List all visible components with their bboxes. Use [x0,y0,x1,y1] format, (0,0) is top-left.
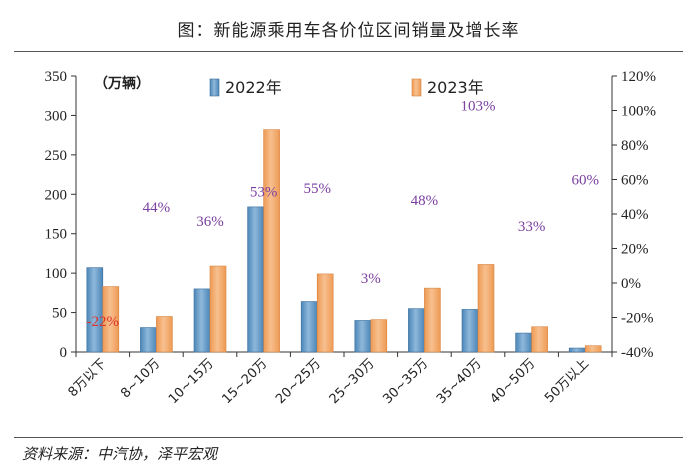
growth-rate-label: 48% [411,193,439,209]
y-right-tick-label: -40% [621,345,654,361]
x-tick-label: 15~20万 [220,356,271,407]
legend-label: 2022年 [225,78,282,97]
x-tick-label: 30~35万 [380,356,431,407]
y-right-tick-label: 20% [621,242,649,258]
bar-2023年 [156,316,173,353]
y-left-tick-label: 100 [45,266,68,282]
y-left-tick-label: 50 [52,306,67,322]
bar-2022年 [140,327,157,353]
y-left-tick-label: 200 [45,187,68,203]
y-right-tick-label: 80% [621,138,649,154]
y-right-tick-label: 40% [621,207,649,223]
y-left-tick-label: 300 [45,108,68,124]
growth-rate-label: 33% [518,219,546,235]
bar-2023年 [584,345,602,353]
x-tick-label: 20~25万 [273,356,324,407]
x-tick-label: 8~10万 [118,356,163,401]
growth-rate-label: 44% [143,200,171,216]
growth-rate-label: 60% [571,173,599,189]
y-right-tick-label: 100% [621,104,656,120]
growth-rate-label: 55% [303,181,331,197]
bar-2022年 [300,301,318,353]
growth-rate-label: 3% [361,271,381,287]
bar-2022年 [568,347,586,353]
x-tick-label: 35~40万 [434,356,485,407]
bar-2023年 [477,264,495,353]
bar-2022年 [515,332,532,353]
y-left-tick-label: 250 [45,148,68,164]
y-right-tick-label: 60% [621,173,649,189]
y-right-tick-label: -20% [621,311,654,327]
legend-group: 2022年 2023年 [209,78,484,97]
x-tick-label: 50万以上 [542,356,592,406]
bars-group [86,129,602,353]
labels-group: -22% 44% 36% 53% 55% 3% 48% 103% 33% 60% [87,98,599,330]
x-tick-label: 40~50万 [488,356,539,407]
footer-divider [14,437,683,438]
bar-2023年 [209,265,227,353]
bar-2023年 [263,129,280,353]
bar-2023年 [370,319,388,353]
source-note: 资料来源：中汽协，泽平宏观 [22,445,218,463]
growth-rate-label: 103% [461,98,496,114]
bar-2023年 [102,286,120,353]
y-left-tick-label: 350 [45,69,68,85]
x-tick-label: 25~30万 [327,356,378,407]
x-tick-label: 10~15万 [166,356,217,407]
chart-title: 图：新能源乘用车各价位区间销量及增长率 [177,21,520,41]
bar-2022年 [247,206,264,353]
y-right-tick-label: 120% [621,69,656,85]
growth-rate-label: 53% [250,185,278,201]
bar-2023年 [316,273,334,353]
y-right-tick-label: 0% [621,276,641,292]
bar-2022年 [461,309,479,353]
legend-swatch [209,78,220,97]
bar-2022年 [354,320,372,353]
legend-swatch [411,78,422,97]
bar-2023年 [424,287,441,353]
legend-label: 2023年 [427,78,484,97]
bar-2022年 [408,308,425,353]
growth-rate-label: 36% [196,214,224,230]
bar-2022年 [86,267,104,353]
bar-2022年 [193,288,211,353]
title-divider [14,51,683,52]
growth-rate-label: -22% [87,314,120,330]
unit-label: （万辆） [94,75,150,92]
chart-plot: 0 50 100 150 200 250 300 350 -40% -20% 0% 20% 40% 60%… [45,69,657,407]
y-left-tick-label: 150 [45,227,68,243]
y-left-tick-label: 0 [60,345,68,361]
bar-2023年 [531,326,548,353]
axes-group: 0 50 100 150 200 250 300 350 -40% -20% 0% 20% 40% 60%… [45,69,657,407]
x-tick-label: 8万以下 [66,356,110,400]
